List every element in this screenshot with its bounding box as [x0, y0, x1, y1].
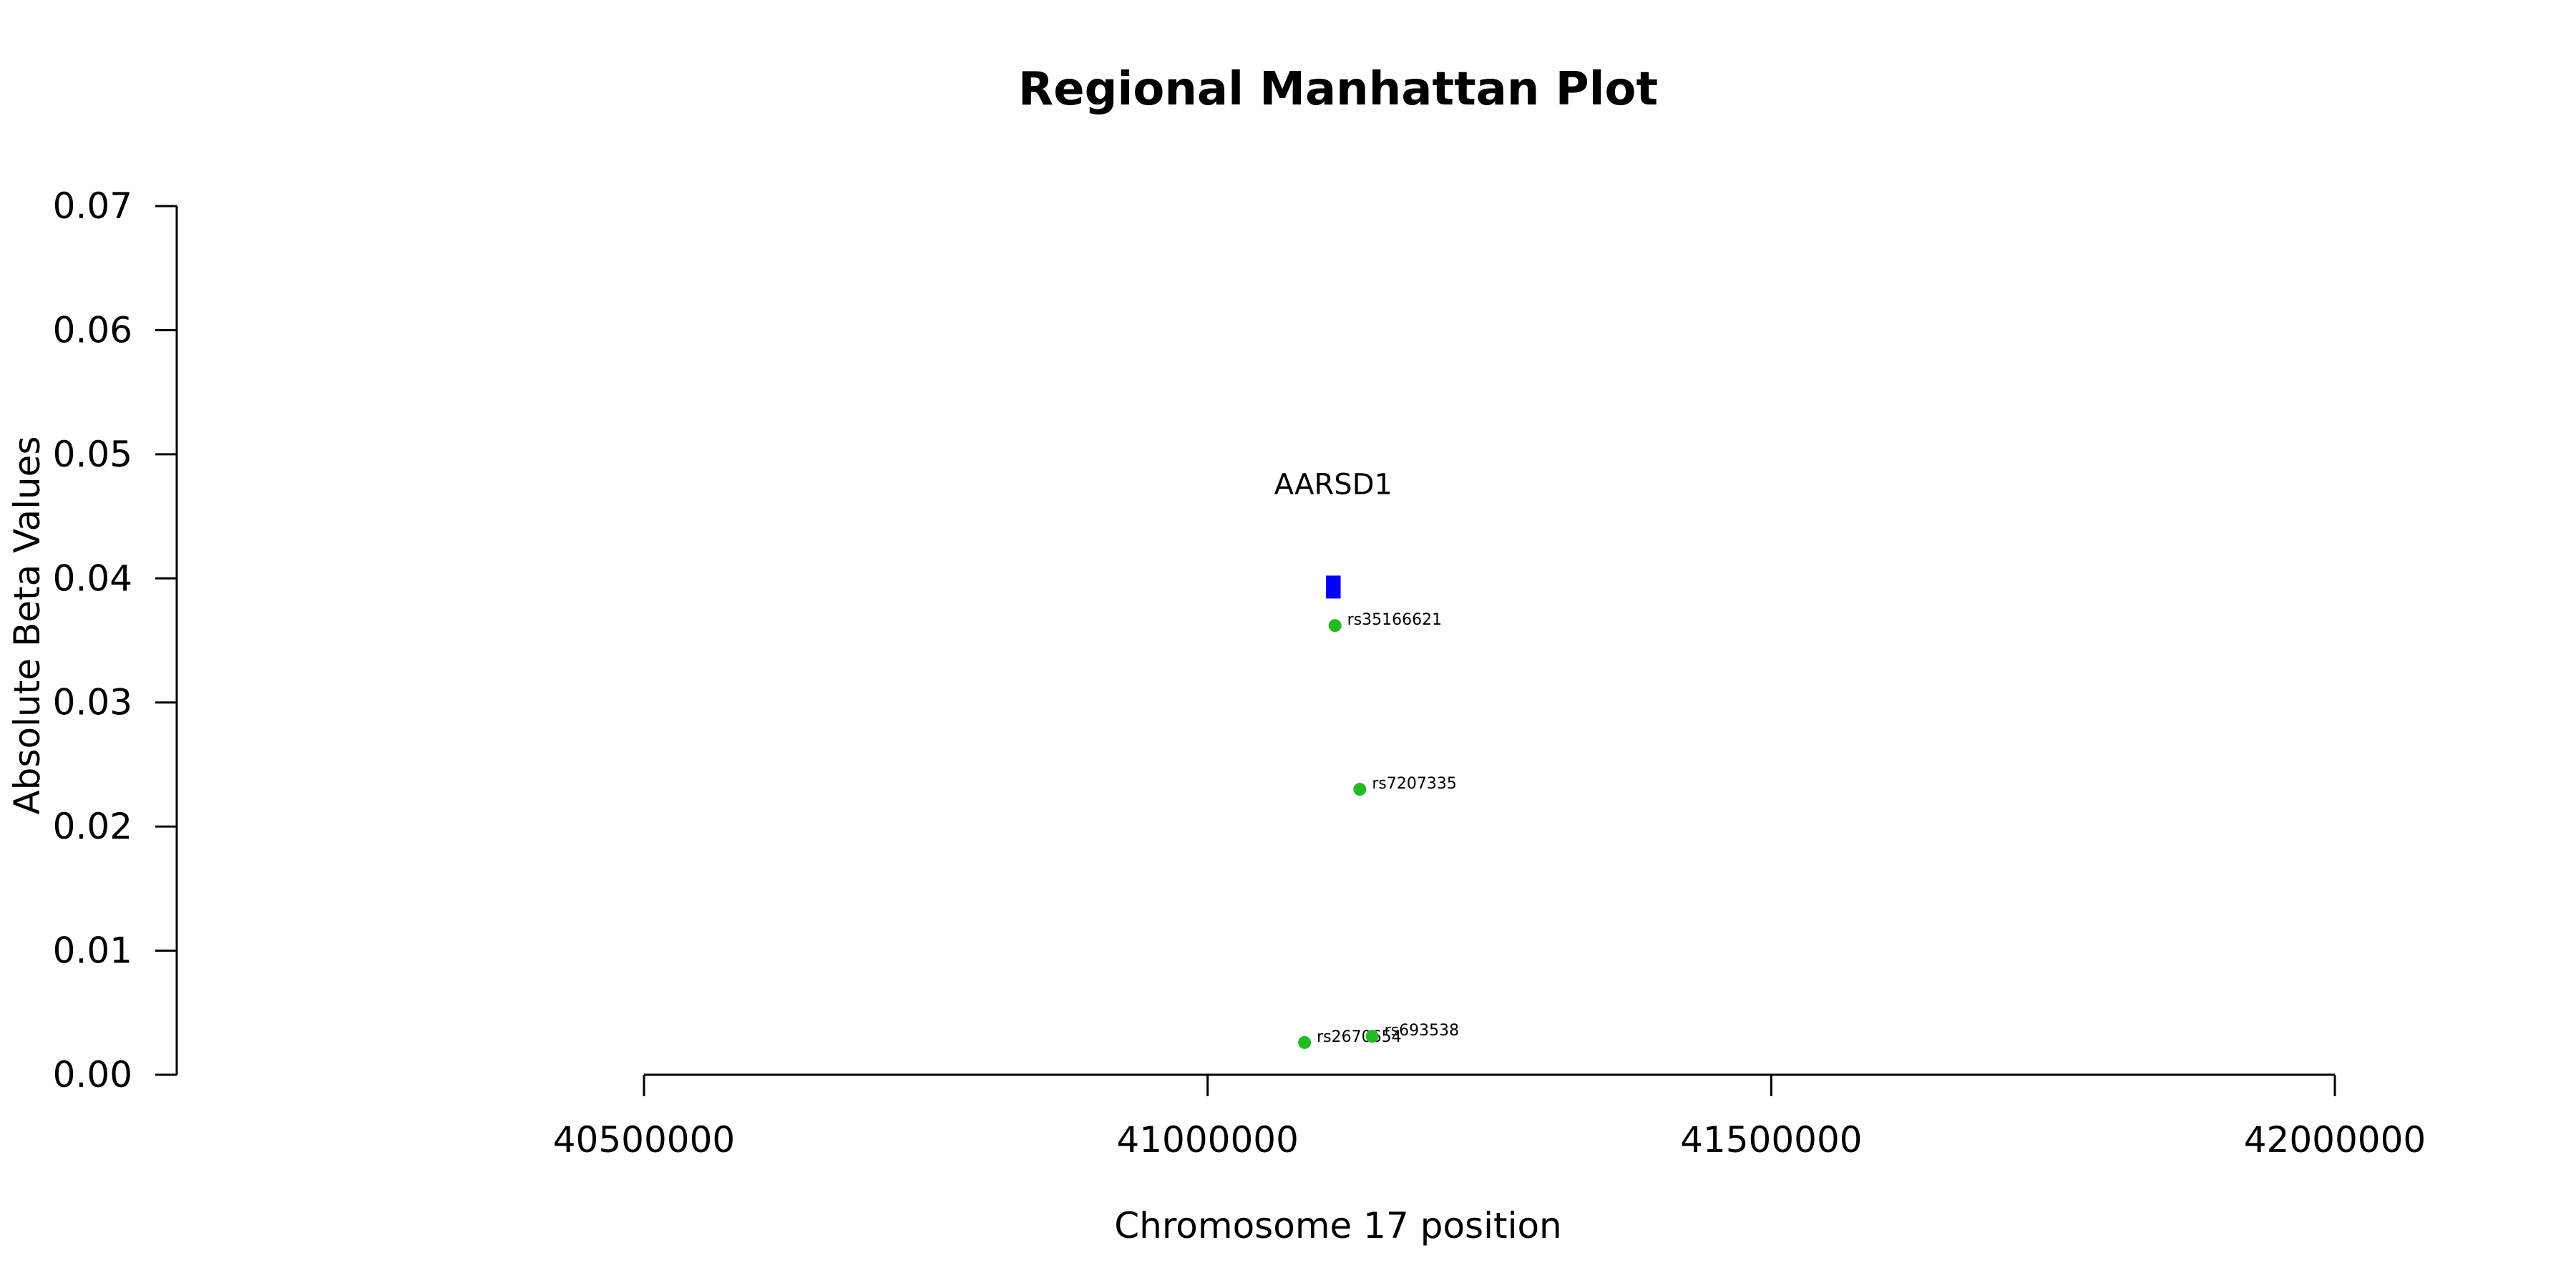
- y-tick-label: 0.03: [53, 682, 132, 723]
- snp-point: [1353, 783, 1367, 796]
- y-axis-label: Absolute Beta Values: [6, 436, 48, 815]
- gene-marker: [1326, 575, 1341, 599]
- gene-label: AARSD1: [1274, 468, 1392, 501]
- x-axis: 40500000 41000000 41500000 42000000: [553, 1073, 2426, 1161]
- snp-label: rs2670654: [1317, 1028, 1402, 1046]
- x-tick-label: 42000000: [2244, 1119, 2426, 1161]
- y-tick-label: 0.00: [53, 1054, 132, 1096]
- y-tick-label: 0.06: [53, 309, 132, 351]
- snp-point: [1328, 619, 1342, 633]
- x-tick-label: 40500000: [553, 1119, 736, 1161]
- x-tick-label: 41000000: [1116, 1119, 1299, 1161]
- y-tick-label: 0.01: [53, 930, 132, 972]
- snp-point: [1298, 1035, 1312, 1049]
- x-tick-label: 41500000: [1680, 1119, 1863, 1161]
- snp-label: rs35166621: [1347, 611, 1442, 629]
- chart-title: Regional Manhattan Plot: [1018, 63, 1658, 116]
- x-axis-label: Chromosome 17 position: [1114, 1205, 1562, 1246]
- gene-layer: AARSD1: [1274, 468, 1392, 599]
- snp-label: rs693538: [1385, 1022, 1460, 1040]
- y-tick-label: 0.04: [53, 557, 132, 599]
- y-tick-label: 0.02: [53, 806, 132, 847]
- y-tick-label: 0.07: [53, 185, 132, 227]
- snp-point: [1365, 1030, 1379, 1043]
- y-axis: 0.00 0.01 0.02 0.03 0.04 0.05 0.06 0.07: [53, 185, 178, 1096]
- y-tick-label: 0.05: [53, 434, 132, 475]
- snp-label: rs7207335: [1372, 775, 1457, 793]
